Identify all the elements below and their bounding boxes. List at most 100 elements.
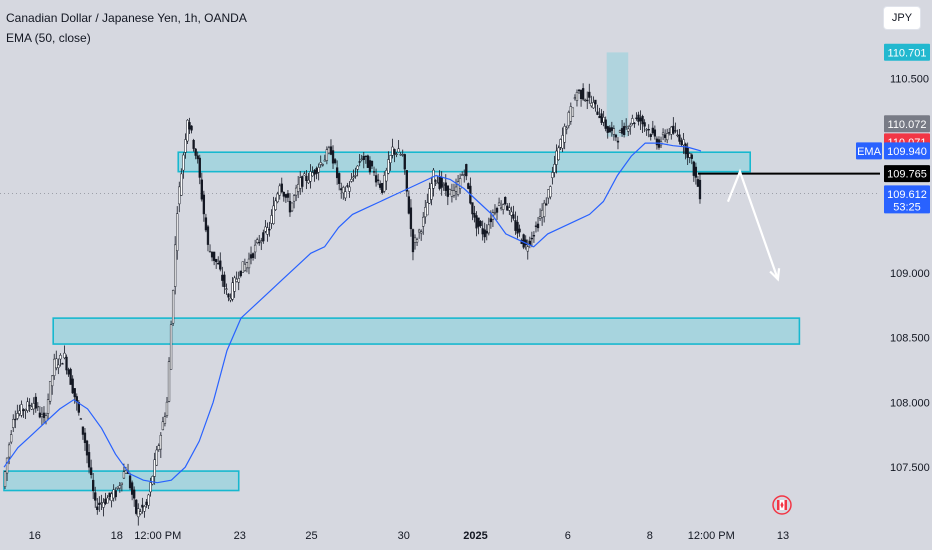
candle-body	[340, 188, 343, 191]
price-badge[interactable]	[884, 115, 930, 133]
candle-body	[397, 148, 400, 153]
candle-body	[171, 290, 175, 324]
candle-body	[504, 197, 507, 205]
candle-body	[233, 277, 236, 292]
x-tick-label: 2025	[463, 530, 487, 542]
candle-body	[69, 368, 72, 385]
price-badge[interactable]	[884, 185, 930, 214]
candle-body	[489, 218, 493, 223]
candle-body	[135, 499, 138, 514]
candle-body	[274, 200, 277, 210]
candle-body	[635, 117, 638, 119]
candle-body	[364, 155, 367, 158]
candle-body	[600, 113, 603, 123]
candle-body	[432, 169, 435, 189]
candle-body	[495, 207, 499, 213]
arrow-head[interactable]	[769, 268, 781, 282]
candle-body	[118, 485, 121, 489]
x-tick-label: 8	[647, 530, 653, 542]
candle-body	[387, 159, 390, 174]
candle-body	[227, 293, 230, 298]
candle-body	[157, 445, 160, 450]
candle-body	[241, 261, 244, 273]
candle-body	[223, 274, 226, 287]
indicator-label[interactable]: EMA (50, close)	[6, 31, 91, 45]
zone-rect[interactable]	[177, 151, 752, 173]
candle-body	[260, 240, 263, 242]
candle-body	[625, 125, 628, 128]
candle-body	[57, 364, 60, 368]
y-tick-label: 107.500	[890, 462, 930, 474]
candle-body	[194, 148, 197, 156]
candle-body	[217, 262, 220, 265]
candle-body	[370, 160, 374, 167]
price-badge-label: 110.701	[888, 47, 927, 59]
candle-body	[670, 126, 673, 135]
candle-body	[518, 228, 521, 233]
candle-body	[456, 181, 460, 195]
candle-body	[690, 154, 693, 159]
price-badge[interactable]	[884, 142, 930, 160]
ema-line[interactable]	[3, 142, 702, 484]
price-badge[interactable]	[884, 165, 930, 183]
candle-body	[393, 149, 396, 155]
candle-body	[20, 404, 23, 416]
candle-body	[83, 432, 87, 443]
candle-body	[200, 179, 203, 200]
candle-body	[266, 227, 269, 235]
candle-body	[376, 179, 380, 181]
candle-body	[499, 207, 503, 209]
zone-rect[interactable]	[52, 317, 801, 345]
candle-body	[18, 410, 21, 414]
candle-body	[557, 147, 560, 160]
zone-rect[interactable]	[606, 52, 629, 137]
candle-body	[553, 164, 556, 173]
zone-rect[interactable]	[3, 470, 240, 492]
candle-body	[672, 125, 675, 134]
candle-body	[235, 278, 238, 282]
candle-body	[268, 229, 271, 231]
candle-body	[643, 122, 646, 127]
candle-body	[114, 490, 117, 498]
candle-body	[405, 170, 408, 192]
candle-body	[169, 324, 173, 370]
currency-button[interactable]: JPY	[883, 6, 921, 30]
candle-body	[204, 217, 208, 231]
candle-body	[448, 189, 452, 195]
candle-body	[46, 399, 50, 414]
candle-body	[305, 175, 308, 181]
candle-body	[153, 459, 156, 477]
candle-body	[641, 115, 644, 125]
candle-body	[411, 229, 415, 253]
candle-body	[182, 154, 185, 171]
candle-body	[545, 203, 548, 206]
candle-body	[563, 126, 566, 143]
candle-body	[413, 237, 417, 243]
candle-body	[161, 421, 165, 431]
candle-body	[622, 126, 626, 135]
candle-body	[399, 154, 402, 156]
candle-body	[385, 170, 388, 182]
candle-body	[40, 414, 44, 417]
candle-body	[581, 88, 585, 100]
candle-body	[471, 202, 474, 215]
candle-body	[67, 369, 70, 375]
candle-body	[352, 176, 355, 179]
candle-body	[258, 241, 261, 244]
candle-body	[96, 506, 99, 510]
candle-body	[602, 117, 605, 123]
price-badge[interactable]	[884, 43, 930, 61]
candle-body	[348, 186, 351, 192]
arrow-path[interactable]	[726, 168, 779, 280]
candle-body	[282, 191, 285, 197]
candle-body	[516, 221, 519, 234]
canada-flag-icon[interactable]	[772, 495, 792, 515]
candle-body	[473, 212, 476, 218]
candle-body	[458, 178, 462, 189]
candle-body	[381, 182, 384, 193]
candle-body	[526, 246, 529, 252]
candle-body	[151, 476, 154, 485]
candle-body	[38, 412, 42, 418]
candle-body	[270, 215, 273, 224]
